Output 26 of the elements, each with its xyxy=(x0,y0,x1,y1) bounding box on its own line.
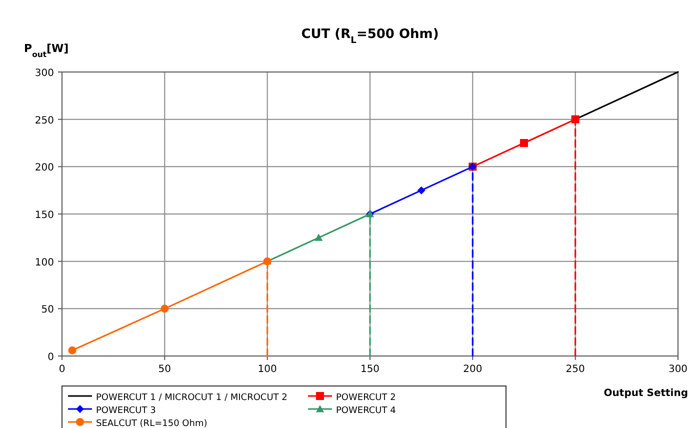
y-axis-title: P$_{out}$[W] xyxy=(24,42,69,58)
legend-label: POWERCUT 4 xyxy=(336,406,396,416)
y-tick-label: 200 xyxy=(34,162,54,174)
x-tick-label: 100 xyxy=(258,364,277,375)
point xyxy=(68,346,76,354)
y-tick-label: 250 xyxy=(34,115,54,126)
point xyxy=(520,139,528,147)
y-tick-label: 300 xyxy=(34,68,54,79)
legend-label: SEALCUT (RL=150 Ohm) xyxy=(96,419,208,428)
x-tick-label: 200 xyxy=(463,364,482,375)
chart-title: CUT (R$_{L}$=500 Ohm) xyxy=(301,27,439,46)
x-tick-label: 250 xyxy=(566,364,585,375)
x-tick-label: 300 xyxy=(668,364,688,375)
point xyxy=(417,186,426,194)
y-tick-label: 0 xyxy=(48,352,54,363)
x-tick-label: 50 xyxy=(158,364,172,375)
x-tick-label: 150 xyxy=(360,364,380,375)
legend-label: POWERCUT 3 xyxy=(96,406,156,416)
legend-label: POWERCUT 2 xyxy=(336,393,396,403)
x-axis-title: Output Setting xyxy=(604,388,688,399)
y-tick-label: 50 xyxy=(41,304,54,316)
y-tick-label: 100 xyxy=(34,257,54,268)
x-tick-label: 0 xyxy=(58,364,66,375)
y-tick-label: 150 xyxy=(34,210,54,221)
point xyxy=(160,304,169,313)
legend-label: POWERCUT 1 / MICROCUT 1 / MICROCUT 2 xyxy=(96,393,288,403)
